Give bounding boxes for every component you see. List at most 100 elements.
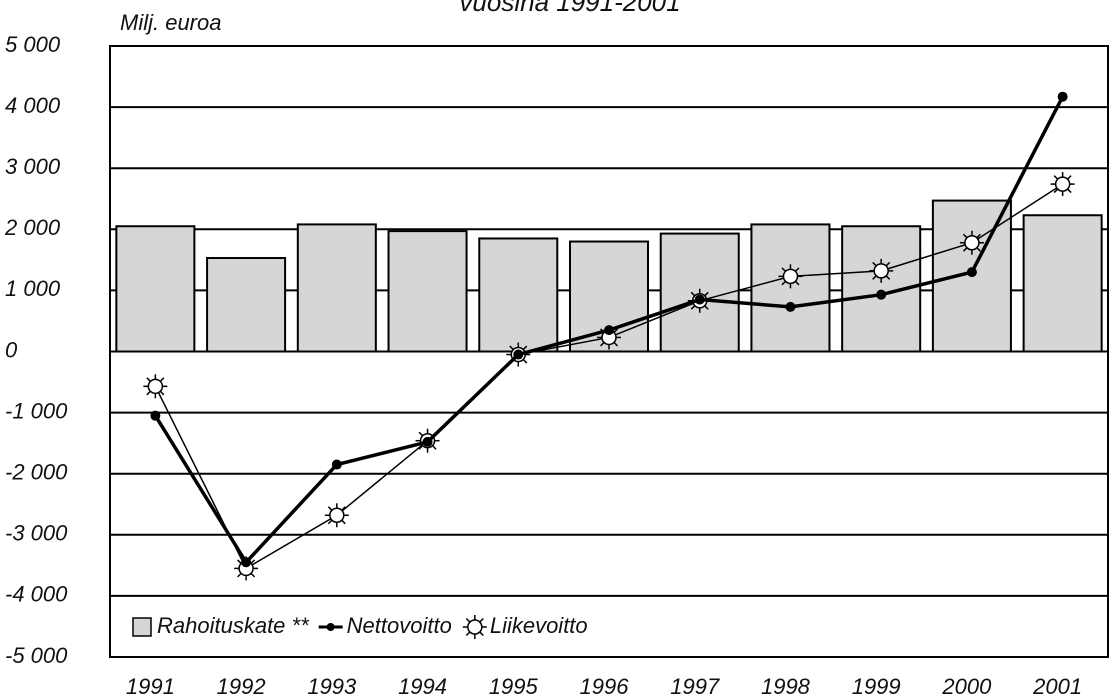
marker-ray [1053, 188, 1059, 194]
x-tick-label: 1994 [398, 674, 447, 699]
point [150, 410, 161, 421]
bar [478, 237, 559, 353]
marker-ray [704, 291, 709, 297]
marker-ray [794, 280, 800, 286]
y-tick-label: 3 000 [5, 154, 61, 179]
y-tick-label: -5 000 [5, 643, 68, 668]
marker-ray [431, 445, 437, 450]
point [778, 264, 803, 289]
marker-ray [781, 267, 787, 272]
marker-ray [976, 233, 981, 239]
marker-ray [885, 275, 891, 280]
chart-title: vuosina 1991-2001 [459, 0, 680, 17]
bar [206, 257, 287, 353]
legend-item: Liikevoitto [462, 613, 588, 639]
marker-ray [509, 345, 514, 351]
marker-ray [237, 559, 242, 564]
marker-ray [250, 572, 256, 578]
x-tick-label: 2000 [941, 674, 992, 699]
marker-ray [237, 572, 242, 578]
x-tick-label: 1992 [217, 674, 266, 699]
point [422, 436, 433, 447]
point [143, 374, 168, 399]
legend-swatch [132, 617, 152, 637]
marker-ray [146, 390, 151, 396]
point [785, 301, 796, 312]
x-tick-label: 1997 [670, 674, 720, 699]
marker-ray [159, 390, 165, 396]
marker-ray [781, 280, 787, 286]
y-tick-label: 5 000 [5, 32, 61, 57]
y-tick-label: 2 000 [4, 215, 61, 240]
point [966, 267, 977, 278]
legend-item: Rahoituskate ** [132, 613, 310, 638]
marker-ray [522, 345, 528, 351]
y-tick-label: 1 000 [5, 276, 61, 301]
y-tick-label: -2 000 [5, 460, 68, 485]
marker-ray [522, 358, 528, 364]
marker-ray [146, 377, 151, 382]
marker-ray [327, 519, 333, 525]
marker-ray [613, 341, 619, 347]
point [604, 325, 614, 336]
marker-ray [613, 328, 619, 334]
marker-ray [250, 559, 256, 564]
point [694, 294, 705, 305]
y-tick-label: -4 000 [5, 582, 68, 607]
marker-ray [465, 617, 471, 623]
point [513, 349, 524, 360]
y-tick-label: 4 000 [5, 93, 61, 118]
marker-ray [479, 631, 484, 637]
legend-item: Nettovoitto [318, 613, 452, 638]
point [959, 230, 984, 255]
marker-ray [479, 617, 484, 623]
marker-ray [159, 377, 165, 382]
marker-ray [962, 233, 968, 239]
x-tick-label: 1996 [580, 674, 630, 699]
x-tick-label: 1993 [307, 674, 357, 699]
marker-ray [599, 341, 605, 347]
marker-ray [418, 431, 424, 437]
point [1050, 172, 1075, 197]
marker-ray [872, 275, 877, 280]
marker-ray [341, 519, 346, 525]
marker-circle [782, 268, 799, 285]
y-tick-label: -3 000 [5, 521, 68, 546]
point [876, 289, 887, 300]
marker-circle [964, 234, 980, 251]
marker-ray [1053, 175, 1059, 180]
x-tick-label: 1998 [761, 674, 811, 699]
bar [1022, 214, 1103, 353]
point [241, 557, 252, 568]
x-tick-label: 1999 [852, 674, 901, 699]
legend-label: Liikevoitto [490, 613, 588, 638]
marker-ray [690, 291, 696, 297]
point [1057, 91, 1068, 102]
marker-ray [418, 445, 424, 450]
y-tick-label: 0 [5, 337, 18, 362]
bar [296, 223, 377, 353]
x-tick-label: 1991 [126, 674, 175, 699]
point [597, 325, 621, 350]
plot-border [109, 45, 1109, 658]
marker-ray [794, 267, 800, 272]
legend-label: Rahoituskate ** [157, 613, 310, 638]
x-tick-label: 2001 [1032, 674, 1082, 699]
marker-circle [873, 263, 889, 279]
marker-ray [327, 506, 333, 511]
marker-ray [690, 305, 696, 310]
y-tick-label: -1 000 [5, 398, 68, 423]
marker-ray [704, 305, 709, 310]
marker-circle [147, 378, 164, 395]
y-axis-label: Milj. euroa [120, 10, 221, 35]
marker-circle [1054, 176, 1071, 192]
marker-ray [976, 247, 981, 252]
x-tick-label: 1995 [489, 674, 539, 699]
legend-dot [326, 623, 335, 631]
marker-ray [1067, 175, 1072, 180]
point [331, 459, 342, 470]
marker-circle [467, 619, 483, 635]
marker-ray [341, 506, 346, 511]
marker-ray [962, 247, 968, 252]
